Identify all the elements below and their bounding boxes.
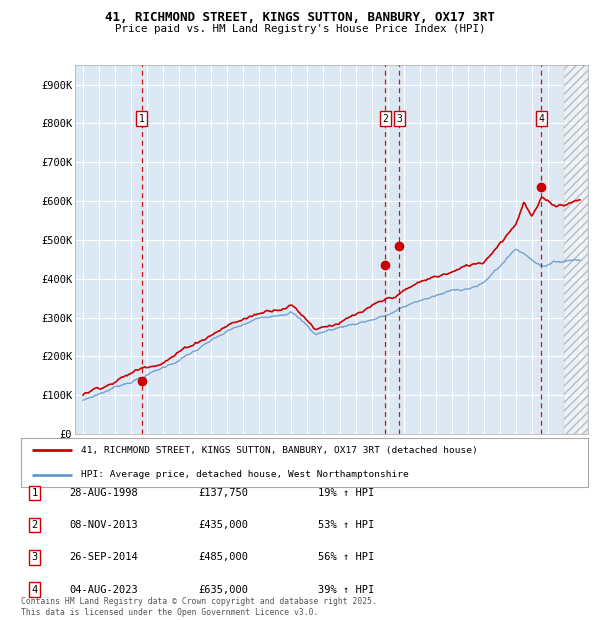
Text: 41, RICHMOND STREET, KINGS SUTTON, BANBURY, OX17 3RT: 41, RICHMOND STREET, KINGS SUTTON, BANBU… [105, 11, 495, 24]
Text: 2: 2 [32, 520, 38, 530]
Text: £137,750: £137,750 [198, 488, 248, 498]
Text: 41, RICHMOND STREET, KINGS SUTTON, BANBURY, OX17 3RT (detached house): 41, RICHMOND STREET, KINGS SUTTON, BANBU… [80, 446, 477, 455]
Text: 1: 1 [32, 488, 38, 498]
Text: 04-AUG-2023: 04-AUG-2023 [69, 585, 138, 595]
Text: 08-NOV-2013: 08-NOV-2013 [69, 520, 138, 530]
Text: Price paid vs. HM Land Registry's House Price Index (HPI): Price paid vs. HM Land Registry's House … [115, 24, 485, 33]
Text: 4: 4 [538, 113, 544, 123]
Text: Contains HM Land Registry data © Crown copyright and database right 2025.
This d: Contains HM Land Registry data © Crown c… [21, 598, 377, 617]
Text: £435,000: £435,000 [198, 520, 248, 530]
Text: 4: 4 [32, 585, 38, 595]
Text: 39% ↑ HPI: 39% ↑ HPI [318, 585, 374, 595]
Text: 56% ↑ HPI: 56% ↑ HPI [318, 552, 374, 562]
Text: HPI: Average price, detached house, West Northamptonshire: HPI: Average price, detached house, West… [80, 470, 408, 479]
Text: 2: 2 [382, 113, 388, 123]
Text: £635,000: £635,000 [198, 585, 248, 595]
Text: 19% ↑ HPI: 19% ↑ HPI [318, 488, 374, 498]
Text: 28-AUG-1998: 28-AUG-1998 [69, 488, 138, 498]
Text: 53% ↑ HPI: 53% ↑ HPI [318, 520, 374, 530]
Text: £485,000: £485,000 [198, 552, 248, 562]
Text: 3: 3 [32, 552, 38, 562]
Text: 26-SEP-2014: 26-SEP-2014 [69, 552, 138, 562]
Text: 3: 3 [397, 113, 402, 123]
Text: 1: 1 [139, 113, 145, 123]
